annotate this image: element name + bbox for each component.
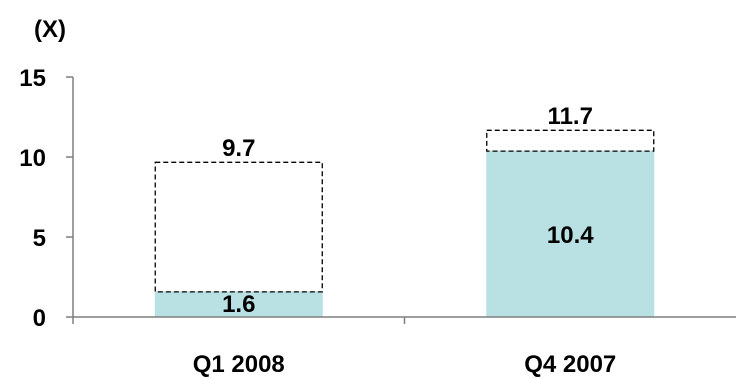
bars-layer [154,129,655,317]
data-label-solid: 10.4 [547,222,594,249]
bar-dashed-outline [154,161,323,293]
y-tick-label: 10 [19,145,46,172]
labels-layer: 9.7 1.6 Q1 2008 11.7 10.4 Q4 2007 0 5 10 15 [19,65,616,378]
y-tick-label: 5 [33,225,46,252]
x-tick-label: Q1 2008 [193,351,285,378]
y-tick-label: 0 [33,305,46,332]
y-tick-label: 15 [19,65,46,92]
data-label-dashed: 11.7 [548,103,593,130]
axes-layer [66,76,736,324]
bar-dashed-outline [486,129,655,152]
bar-solid [154,291,323,317]
x-tick-label: Q4 2007 [524,351,616,378]
y-unit-label: (X) [34,16,66,43]
data-label-dashed: 9.7 [222,135,255,162]
bar-solid [486,150,655,317]
data-label-solid: 1.6 [222,291,255,318]
